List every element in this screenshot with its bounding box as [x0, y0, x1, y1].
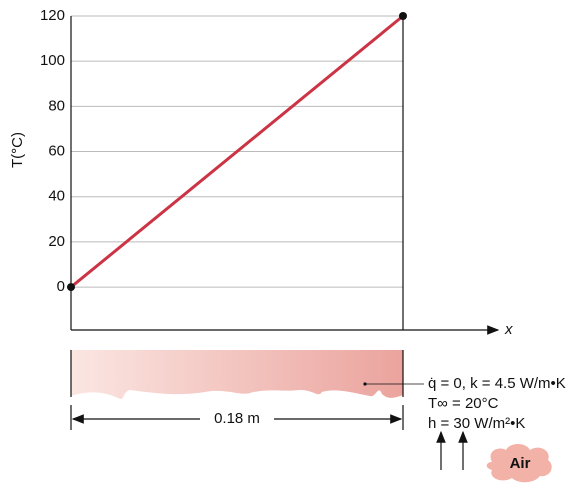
y-tick-label: 40	[48, 188, 65, 205]
annotation: Air	[510, 455, 531, 472]
y-tick-label: 60	[48, 143, 65, 160]
air-cloud	[486, 444, 552, 483]
data-line	[70, 14, 404, 289]
slab	[71, 350, 403, 399]
annotation: T∞ = 20°C	[428, 395, 499, 412]
y-tick-label: 20	[48, 233, 65, 250]
y-tick-label: 80	[48, 97, 65, 114]
y-axis-label: T(°C)	[9, 132, 26, 168]
y-tick-label: 0	[57, 278, 65, 295]
y-tick-label: 100	[40, 52, 65, 69]
annotation: q̇ = 0, k = 4.5 W/m•K	[428, 375, 566, 392]
annotation: 0.18 m	[214, 410, 260, 427]
x-axis-label: x	[504, 321, 513, 338]
y-tick-label: 120	[40, 7, 65, 24]
annotation: h = 30 W/m²•K	[428, 415, 525, 432]
data-point	[399, 12, 407, 20]
data-point	[67, 283, 75, 292]
